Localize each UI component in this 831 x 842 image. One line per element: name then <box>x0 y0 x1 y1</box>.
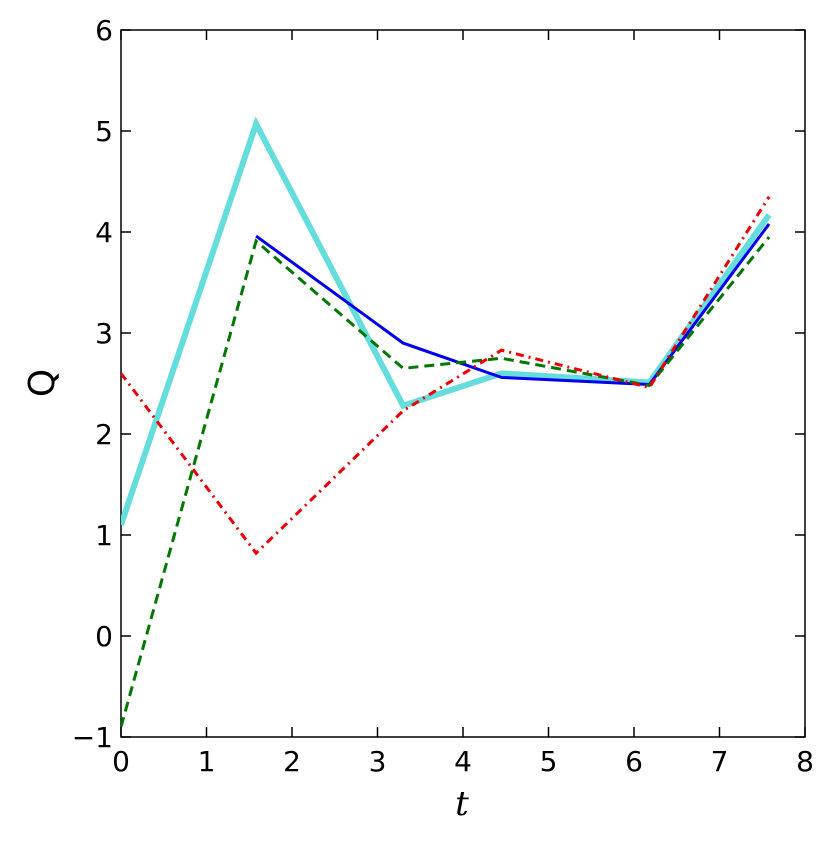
y-tick-label: 2 <box>95 418 113 451</box>
x-tick-label: 3 <box>369 745 387 778</box>
y-tick-label: 6 <box>95 14 113 47</box>
x-tick-label: 6 <box>625 745 643 778</box>
y-axis-label: Q <box>22 369 63 397</box>
y-tick-label: 5 <box>95 115 113 148</box>
x-tick-label: 7 <box>711 745 729 778</box>
x-tick-label: 8 <box>796 745 814 778</box>
y-tick-label: 4 <box>95 216 113 249</box>
series-line <box>255 223 771 387</box>
y-tick-label: −1 <box>72 721 113 754</box>
x-tick-label: 2 <box>283 745 301 778</box>
series-line <box>121 116 772 526</box>
x-tick-label: 4 <box>454 745 472 778</box>
y-tick-label: 1 <box>95 519 113 552</box>
x-tick-label: 0 <box>112 745 130 778</box>
y-tick-label: 0 <box>95 620 113 653</box>
x-tick-label: 5 <box>540 745 558 778</box>
series-line <box>121 236 771 728</box>
x-tick-label: 1 <box>198 745 216 778</box>
y-tick-label: 3 <box>95 317 113 350</box>
x-axis-label: t <box>455 784 469 824</box>
series-line <box>121 195 771 556</box>
